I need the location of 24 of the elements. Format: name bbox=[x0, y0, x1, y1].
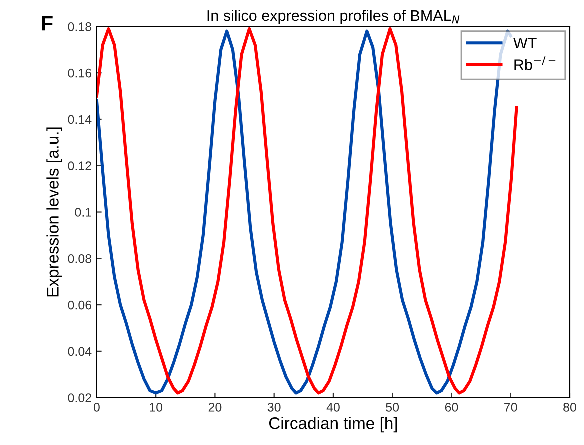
x-axis-title: Circadian time [h] bbox=[269, 417, 398, 433]
x-tick-label: 30 bbox=[268, 403, 281, 412]
y-tick-label: 0.02 bbox=[68, 394, 92, 402]
y-tick-label: 0.12 bbox=[68, 162, 92, 171]
x-tick-label: 10 bbox=[150, 403, 163, 412]
y-tick-label: 0.16 bbox=[68, 68, 92, 78]
y-tick-label: 0.08 bbox=[68, 254, 92, 264]
text: F bbox=[42, 16, 53, 31]
chart-title: In silico expression profiles of BMAL$_{N}$ bbox=[208, 10, 460, 24]
legend-label: Rb$^{−/−}$ bbox=[514, 56, 556, 70]
x-tick-label: 0 bbox=[94, 403, 100, 412]
y-tick-label: 0.1 bbox=[75, 208, 92, 217]
x-tick-label: 20 bbox=[208, 403, 222, 412]
x-tick-label: 60 bbox=[445, 403, 458, 412]
x-tick-label: 80 bbox=[564, 403, 576, 412]
legend-label: WT bbox=[514, 38, 537, 48]
x-tick-label: 50 bbox=[386, 403, 400, 412]
y-tick-label: 0.06 bbox=[68, 300, 92, 310]
y-axis-title: Expression levels [a.u.] bbox=[46, 128, 62, 297]
x-tick-label: 40 bbox=[326, 403, 340, 412]
y-tick-label: 0.14 bbox=[68, 115, 92, 124]
x-tick-label: 70 bbox=[504, 403, 518, 412]
y-tick-label: 0.18 bbox=[68, 22, 92, 32]
y-tick-label: 0.04 bbox=[68, 347, 92, 356]
